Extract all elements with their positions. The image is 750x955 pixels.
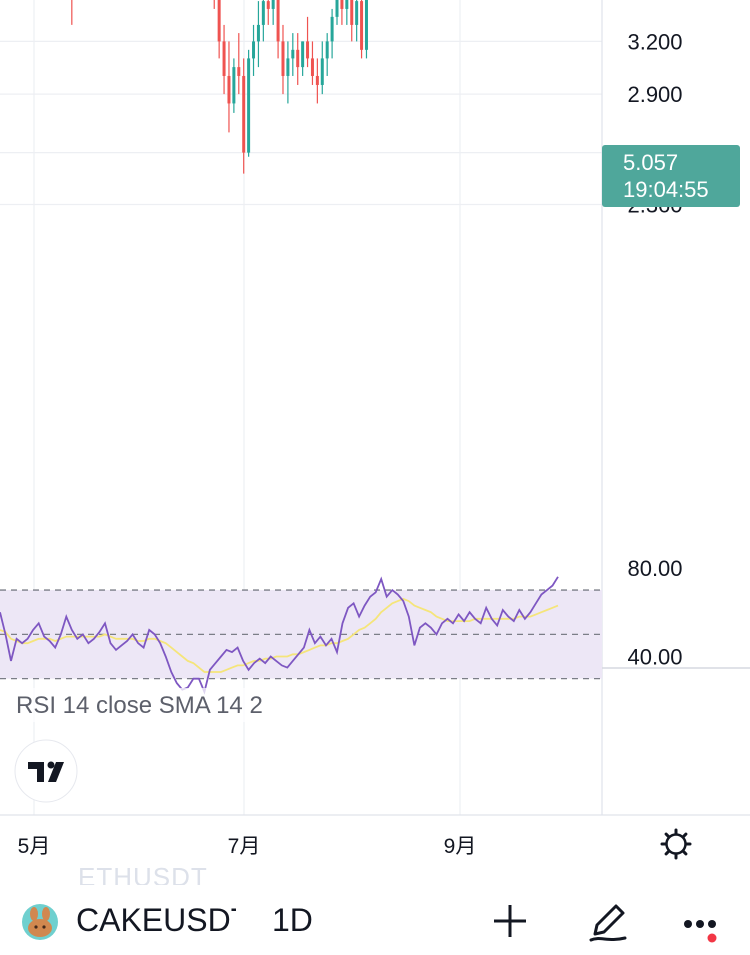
rsi-legend-bg — [10, 688, 300, 722]
candle[interactable] — [271, 0, 275, 25]
candle[interactable] — [315, 58, 319, 104]
tradingview-logo-bg — [14, 739, 78, 803]
candle-body — [301, 41, 305, 68]
candle-body — [247, 58, 251, 153]
candle-body — [266, 1, 270, 9]
candle-body — [271, 0, 275, 9]
last-price-value: 5.057 — [623, 150, 678, 175]
candle[interactable] — [306, 16, 310, 68]
candle[interactable] — [360, 0, 364, 59]
candle-body — [310, 58, 314, 76]
rsi-line — [0, 576, 559, 695]
candle[interactable] — [335, 0, 339, 25]
candle[interactable] — [330, 8, 334, 59]
tradingview-logo-slash — [48, 762, 64, 782]
candle[interactable] — [232, 58, 236, 113]
interval-selector[interactable]: 1D — [272, 902, 313, 938]
candle-body — [227, 75, 231, 104]
candle-body — [217, 0, 221, 42]
candle[interactable] — [213, 0, 216, 9]
candle-body — [291, 49, 295, 59]
candle[interactable] — [242, 58, 246, 174]
tradingview-logo-mark — [28, 762, 44, 782]
candle[interactable] — [291, 33, 295, 76]
plus-icon[interactable] — [492, 903, 528, 939]
candle[interactable] — [301, 41, 305, 76]
rsi-legend-text: RSI 14 close SMA 14 2 — [16, 692, 263, 719]
candle-body — [281, 41, 285, 76]
candle[interactable] — [222, 24, 226, 95]
candle[interactable] — [237, 33, 241, 95]
settings-gear-icon[interactable] — [660, 828, 692, 860]
candle-body — [315, 75, 319, 85]
time-axis-label: 5月 — [18, 835, 51, 858]
candle[interactable] — [345, 0, 349, 25]
tradingview-logo-icon[interactable] — [14, 739, 78, 803]
candle[interactable] — [281, 24, 285, 95]
candle[interactable] — [217, 0, 221, 59]
candle[interactable] — [286, 41, 290, 104]
candle-body — [330, 16, 334, 42]
candle-body — [345, 0, 349, 9]
candle[interactable] — [325, 33, 329, 76]
candle-body — [232, 67, 236, 104]
candle-body — [320, 58, 324, 85]
candle[interactable] — [364, 0, 368, 59]
candle-body — [276, 0, 280, 42]
candle[interactable] — [247, 49, 251, 157]
candle-body — [325, 41, 329, 59]
candle[interactable] — [350, 0, 354, 42]
cake-logo-icon[interactable] — [22, 904, 58, 940]
candle-body — [340, 0, 344, 9]
price-axis-label: 2.900 — [627, 82, 682, 107]
candle-body — [286, 58, 290, 76]
candle-body — [242, 75, 246, 153]
more-dots-icon[interactable] — [680, 914, 724, 944]
candle[interactable] — [227, 41, 231, 133]
candle-body — [355, 1, 359, 25]
candle[interactable] — [252, 24, 256, 76]
candle[interactable] — [261, 0, 265, 42]
candle-body — [360, 1, 364, 50]
bottom-toolbar — [0, 885, 750, 955]
candle-body — [222, 41, 226, 76]
gear-ring — [665, 833, 687, 855]
candle-body — [261, 1, 265, 25]
candle-body — [237, 67, 241, 76]
candle-body — [335, 0, 339, 17]
candle-body — [256, 24, 260, 42]
time-axis-label: 9月 — [444, 835, 477, 858]
candle[interactable] — [310, 41, 314, 85]
pencil-icon[interactable] — [585, 898, 631, 944]
candle[interactable] — [296, 33, 300, 85]
candle-body — [350, 0, 354, 25]
candle[interactable] — [320, 41, 324, 95]
candle-body — [364, 0, 368, 50]
candle[interactable] — [340, 0, 344, 25]
last-price-box — [602, 145, 740, 207]
symbol-name[interactable]: CAKEUSDT — [76, 902, 236, 938]
candle[interactable] — [70, 0, 73, 25]
last-price-countdown: 19:04:55 — [623, 177, 709, 202]
tradingview-logo-dot — [47, 761, 55, 769]
candle[interactable] — [266, 0, 270, 25]
chart-canvas[interactable]: 6.0004.4004.0003.6003.2002.9002.6002.360… — [0, 0, 750, 885]
candle-body — [296, 49, 300, 68]
candle[interactable] — [355, 0, 359, 42]
candle[interactable] — [276, 0, 280, 59]
rsi-axis-label: 40.00 — [627, 645, 682, 670]
rsi-legend[interactable]: RSI 14 close SMA 14 2 — [10, 688, 300, 722]
candle-body — [306, 41, 310, 59]
candle-body — [252, 41, 256, 59]
price-axis-label: 3.200 — [627, 29, 682, 54]
rsi-axis-label: 80.00 — [627, 556, 682, 581]
candle[interactable] — [256, 1, 260, 68]
time-axis-label: 7月 — [228, 835, 261, 858]
